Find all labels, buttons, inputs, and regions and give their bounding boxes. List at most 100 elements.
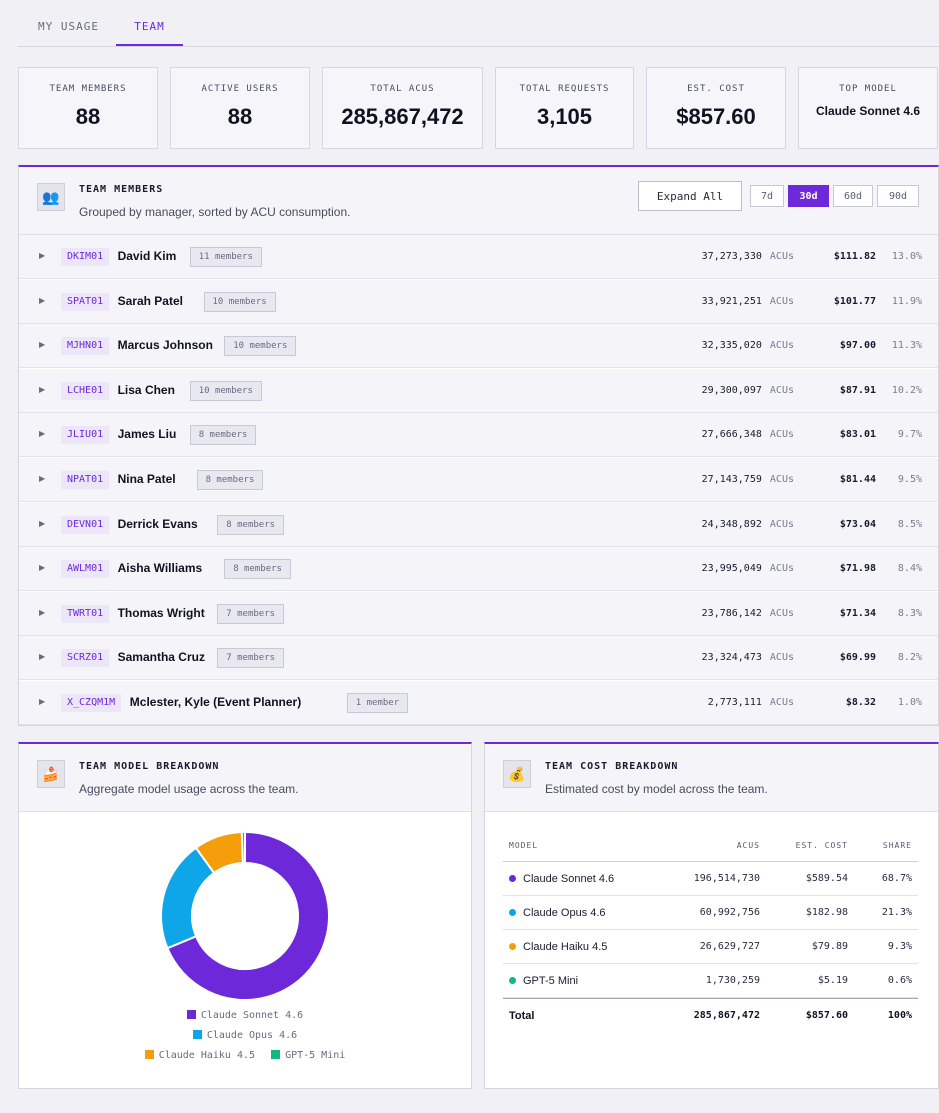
manager-acus: 33,921,251 ACUs bbox=[702, 296, 794, 307]
stat-value: 88 bbox=[75, 104, 101, 129]
expand-caret-icon[interactable]: ▶ bbox=[39, 429, 46, 439]
stat-card-total-acus: TOTAL ACUS 285,867,472 bbox=[322, 67, 483, 149]
expand-caret-icon[interactable]: ▶ bbox=[39, 340, 46, 350]
manager-share: 9.7% bbox=[897, 429, 922, 441]
manager-cost: $101.77 bbox=[833, 295, 876, 307]
range-90d-button[interactable]: 90d bbox=[877, 185, 919, 207]
manager-share: 11.9% bbox=[891, 295, 922, 307]
manager-row[interactable]: ▶ AWLM01 Aisha Williams 8 members 23,995,049… bbox=[19, 547, 938, 592]
total-label: Total bbox=[509, 1010, 535, 1022]
manager-cost: $73.04 bbox=[839, 518, 876, 530]
range-60d-button[interactable]: 60d bbox=[833, 185, 873, 207]
manager-row[interactable]: ▶ X_CZQM1M Mclester, Kyle (Event Planner) 1… bbox=[19, 681, 938, 725]
manager-row[interactable]: ▶ TWRT01 Thomas Wright 7 members 23,786,142 … bbox=[19, 591, 938, 636]
manager-code: SCRZ01 bbox=[61, 649, 110, 668]
expand-caret-icon[interactable]: ▶ bbox=[39, 607, 46, 617]
manager-row[interactable]: ▶ SCRZ01 Samantha Cruz 7 members 23,324,473 … bbox=[19, 636, 938, 681]
manager-acus: 23,324,473 ACUs bbox=[702, 652, 794, 663]
stat-value: 88 bbox=[227, 104, 253, 129]
panel-header: 💰 TEAM COST BREAKDOWN Estimated cost by … bbox=[485, 744, 938, 812]
acus-unit: ACUs bbox=[769, 474, 794, 485]
manager-row[interactable]: ▶ JLIU01 James Liu 8 members 27,666,348 ACUs… bbox=[19, 413, 938, 458]
acus-value: 37,273,330 bbox=[701, 251, 762, 262]
tab-my-usage[interactable]: MY USAGE bbox=[38, 20, 99, 33]
manager-share: 13.0% bbox=[891, 251, 922, 262]
manager-acus: 23,995,049 ACUs bbox=[702, 563, 794, 574]
cost-table-row: Claude Sonnet 4.6 196,514,730 $589.54 68.7% bbox=[503, 862, 918, 896]
manager-acus: 27,666,348 ACUs bbox=[702, 429, 794, 440]
panel-subtitle: Estimated cost by model across the team. bbox=[545, 782, 768, 796]
manager-share: 8.3% bbox=[897, 607, 922, 619]
manager-acus: 23,786,142 ACUs bbox=[702, 608, 794, 619]
acus-unit: ACUs bbox=[769, 607, 794, 619]
member-count-badge: 8 members bbox=[189, 425, 257, 446]
acus-unit: ACUs bbox=[769, 518, 794, 530]
panel-subtitle: Grouped by manager, sorted by ACU consum… bbox=[79, 205, 351, 219]
share-cell: 9.3% bbox=[887, 941, 912, 952]
manager-cost: $87.91 bbox=[839, 384, 876, 396]
manager-row[interactable]: ▶ SPAT01 Sarah Patel 10 members 33,921,251 A… bbox=[19, 279, 938, 324]
donut-slice-0[interactable] bbox=[166, 830, 330, 1001]
expand-caret-icon[interactable]: ▶ bbox=[39, 563, 46, 573]
member-count-badge: 1 member bbox=[346, 693, 409, 713]
manager-row[interactable]: ▶ DKIM01 David Kim 11 members 37,273,330 ACU… bbox=[19, 235, 938, 279]
manager-share: 8.5% bbox=[897, 518, 922, 530]
acus-cell: 1,730,259 bbox=[705, 975, 760, 986]
cost-table-row: Claude Haiku 4.5 26,629,727 $79.89 9.3% bbox=[503, 930, 918, 964]
member-count-badge: 10 members bbox=[203, 291, 276, 312]
legend-item-claude-opus: Claude Opus 4.6 bbox=[192, 1030, 297, 1041]
team-model-breakdown-panel: 🍰 TEAM MODEL BREAKDOWN Aggregate model u… bbox=[18, 742, 472, 1089]
expand-caret-icon[interactable]: ▶ bbox=[39, 652, 46, 662]
model-color-dot bbox=[509, 875, 516, 882]
manager-name: Sarah Patel bbox=[117, 293, 183, 308]
chart-legend-row-3: Claude Haiku 4.5 GPT-5 Mini bbox=[19, 1050, 471, 1061]
stat-value: 3,105 bbox=[536, 104, 593, 129]
share-cell: 21.3% bbox=[881, 907, 912, 918]
expand-caret-icon[interactable]: ▶ bbox=[39, 474, 46, 483]
model-color-dot bbox=[509, 943, 516, 950]
stat-card-est-cost: EST. COST $857.60 bbox=[646, 67, 786, 149]
manager-name: Marcus Johnson bbox=[117, 338, 213, 353]
legend-swatch bbox=[192, 1030, 202, 1039]
donut-slice-3[interactable] bbox=[240, 830, 246, 865]
model-color-dot bbox=[509, 909, 516, 916]
expand-all-button[interactable]: Expand All bbox=[638, 181, 742, 211]
acus-cell: 26,629,727 bbox=[699, 941, 760, 952]
tab-team[interactable]: TEAM bbox=[134, 20, 165, 33]
member-count-badge: 8 members bbox=[224, 559, 291, 580]
expand-caret-icon[interactable]: ▶ bbox=[39, 518, 46, 528]
expand-caret-icon[interactable]: ▶ bbox=[39, 697, 46, 706]
acus-unit: ACUs bbox=[769, 340, 794, 352]
stat-value: $857.60 bbox=[676, 104, 756, 129]
expand-caret-icon[interactable]: ▶ bbox=[39, 384, 46, 394]
manager-row[interactable]: ▶ NPAT01 Nina Patel 8 members 27,143,759 ACU… bbox=[19, 458, 938, 502]
manager-row[interactable]: ▶ MJHN01 Marcus Johnson 10 members 32,335,02… bbox=[19, 324, 938, 369]
acus-value: 23,995,049 bbox=[701, 563, 762, 575]
manager-name: David Kim bbox=[117, 249, 177, 263]
manager-name: Samantha Cruz bbox=[117, 650, 205, 665]
range-7d-button[interactable]: 7d bbox=[750, 185, 784, 207]
expand-caret-icon[interactable]: ▶ bbox=[39, 251, 46, 260]
cake-icon: 🍰 bbox=[37, 760, 65, 788]
legend-label: GPT-5 Mini bbox=[285, 1050, 346, 1061]
total-cost: $857.60 bbox=[805, 1010, 848, 1021]
acus-unit: ACUs bbox=[769, 652, 794, 664]
range-30d-button[interactable]: 30d bbox=[788, 185, 829, 207]
manager-share: 9.5% bbox=[897, 474, 922, 485]
manager-row[interactable]: ▶ DEVN01 Derrick Evans 8 members 24,348,892 … bbox=[19, 502, 938, 547]
acus-unit: ACUs bbox=[769, 563, 794, 575]
money-bag-icon: 💰 bbox=[503, 760, 531, 788]
acus-value: 23,324,473 bbox=[701, 652, 762, 664]
manager-code: DEVN01 bbox=[61, 515, 110, 534]
manager-code: AWLM01 bbox=[61, 560, 110, 579]
expand-caret-icon[interactable]: ▶ bbox=[39, 295, 46, 305]
manager-share: 8.4% bbox=[897, 563, 922, 575]
model-name: GPT-5 Mini bbox=[523, 975, 579, 987]
manager-acus: 2,773,111 ACUs bbox=[708, 697, 794, 708]
member-count-badge: 7 members bbox=[217, 648, 285, 669]
total-acus: 285,867,472 bbox=[693, 1010, 760, 1021]
acus-unit: ACUs bbox=[769, 429, 794, 441]
manager-row[interactable]: ▶ LCHE01 Lisa Chen 10 members 29,300,097 ACU… bbox=[19, 368, 938, 413]
manager-share: 8.2% bbox=[897, 652, 922, 664]
legend-swatch bbox=[144, 1050, 154, 1059]
